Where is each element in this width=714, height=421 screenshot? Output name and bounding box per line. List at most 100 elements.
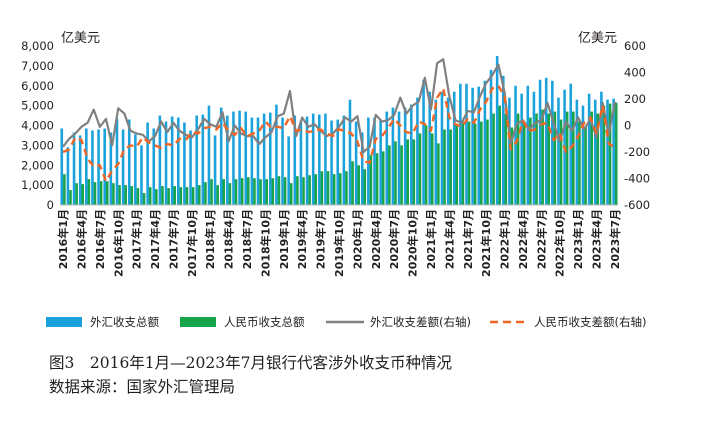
bar-fx-total xyxy=(606,99,609,205)
bar-fx-total xyxy=(91,130,94,205)
bar-fx-total xyxy=(318,114,321,205)
bar-rmb-total xyxy=(455,125,459,205)
y-left-tick-label: 6,000 xyxy=(21,79,54,93)
bar-rmb-total xyxy=(541,109,544,205)
bar-rmb-total xyxy=(240,178,244,205)
bar-fx-total xyxy=(330,120,333,205)
bar-fx-total xyxy=(520,93,523,205)
y-right-tick-label: -400 xyxy=(624,172,650,186)
bar-rmb-total xyxy=(473,123,477,205)
bar-fx-total xyxy=(465,83,468,205)
bar-fx-total xyxy=(422,79,425,205)
bar-rmb-total xyxy=(265,179,268,205)
bar-fx-total xyxy=(250,117,254,205)
bar-fx-total xyxy=(391,107,395,205)
bar-rmb-total xyxy=(136,188,140,205)
bar-rmb-total xyxy=(602,105,606,206)
bar-fx-total xyxy=(140,145,143,206)
bar-rmb-total xyxy=(308,175,311,205)
bar-rmb-total xyxy=(99,181,103,205)
chart: 0 1,000 2,000 3,000 4,000 5,000 6,000 7,000 8,00… xyxy=(21,31,650,329)
bar-fx-total xyxy=(471,87,474,205)
bar-fx-total xyxy=(379,119,382,205)
bar-rmb-total xyxy=(394,141,397,205)
x-tick-label: 2020年7月 xyxy=(387,209,401,269)
x-tick-label: 2021年1月 xyxy=(424,209,438,269)
legend-swatch xyxy=(180,317,216,327)
bar-rmb-total xyxy=(522,121,526,205)
bar-rmb-total xyxy=(277,176,281,205)
bar-rmb-total xyxy=(210,179,213,205)
bar-fx-total xyxy=(508,97,511,205)
bar-rmb-total xyxy=(320,171,324,205)
bar-rmb-total xyxy=(197,185,201,206)
bar-rmb-total xyxy=(173,186,177,205)
bar-rmb-total xyxy=(161,186,164,205)
legend-label: 人民币收支总额 xyxy=(224,315,305,329)
bar-rmb-total xyxy=(449,129,452,205)
x-tick-label: 2019年4月 xyxy=(295,209,309,269)
bar-fx-total xyxy=(189,130,192,205)
y-right-tick-label: 0 xyxy=(624,119,631,133)
bar-rmb-total xyxy=(167,188,170,205)
bar-fx-total xyxy=(557,97,560,205)
bar-rmb-total xyxy=(112,183,115,205)
bar-rmb-total xyxy=(498,105,502,206)
x-tick-label: 2021年4月 xyxy=(442,209,456,269)
bar-rmb-total xyxy=(510,127,514,205)
bar-rmb-total xyxy=(63,174,66,205)
bar-rmb-total xyxy=(529,117,532,205)
bar-rmb-total xyxy=(578,121,581,205)
bar-fx-total xyxy=(416,97,419,205)
x-tick-label: 2020年4月 xyxy=(369,209,383,269)
bar-rmb-total xyxy=(596,113,600,205)
bar-rmb-total xyxy=(565,111,569,205)
bar-rmb-total xyxy=(357,165,360,205)
y-right-tick-label: 400 xyxy=(624,66,646,80)
bar-rmb-total xyxy=(412,139,416,205)
bar-fx-total xyxy=(483,80,487,205)
bar-fx-total xyxy=(287,136,290,205)
bar-rmb-total xyxy=(461,121,465,205)
x-tick-label: 2021年7月 xyxy=(461,209,475,269)
bar-rmb-total xyxy=(247,177,250,205)
bar-fx-total xyxy=(587,93,591,205)
bar-fx-total xyxy=(268,112,272,205)
y-left-tick-label: 0 xyxy=(47,198,54,212)
bar-fx-total xyxy=(109,132,113,205)
bar-fx-total xyxy=(495,55,499,205)
bar-rmb-total xyxy=(222,179,226,205)
bar-rmb-total xyxy=(228,183,232,205)
bar-fx-total xyxy=(600,91,603,205)
bar-fx-total xyxy=(115,118,119,205)
bar-fx-total xyxy=(428,91,431,205)
bar-fx-total xyxy=(373,117,376,205)
x-tick-label: 2016年4月 xyxy=(74,209,88,269)
y-right-tick-label: -200 xyxy=(624,145,650,159)
bar-fx-total xyxy=(281,117,284,205)
bar-rmb-total xyxy=(142,193,146,205)
x-tick-label: 2018年7月 xyxy=(240,209,254,269)
bar-rmb-total xyxy=(351,161,354,205)
y-left-tick-label: 4,000 xyxy=(21,119,54,133)
bar-fx-total xyxy=(538,79,542,205)
bar-fx-total xyxy=(514,85,517,205)
bar-fx-total xyxy=(293,115,297,205)
x-tick-label: 2023年1月 xyxy=(571,209,585,269)
y-left-tick-label: 2,000 xyxy=(21,158,54,172)
legend: 外汇收支总额 人民币收支总额 外汇收支差额(右轴) 人民币收支差额(右轴) xyxy=(46,315,646,329)
bar-rmb-total xyxy=(302,177,305,205)
bar-fx-total xyxy=(544,77,548,205)
x-tick-label: 2018年1月 xyxy=(203,209,217,269)
bar-rmb-total xyxy=(179,187,183,205)
legend-label: 外汇收支总额 xyxy=(90,315,159,329)
bar-rmb-total xyxy=(480,121,483,205)
bar-fx-total xyxy=(410,104,413,205)
bar-rmb-total xyxy=(535,113,538,205)
bar-rmb-total xyxy=(559,119,563,205)
bar-rmb-total xyxy=(590,111,593,205)
bar-rmb-total xyxy=(467,121,471,205)
x-tick-label: 2018年10月 xyxy=(258,209,272,277)
bar-rmb-total xyxy=(81,184,85,205)
bar-fx-total xyxy=(78,135,82,205)
